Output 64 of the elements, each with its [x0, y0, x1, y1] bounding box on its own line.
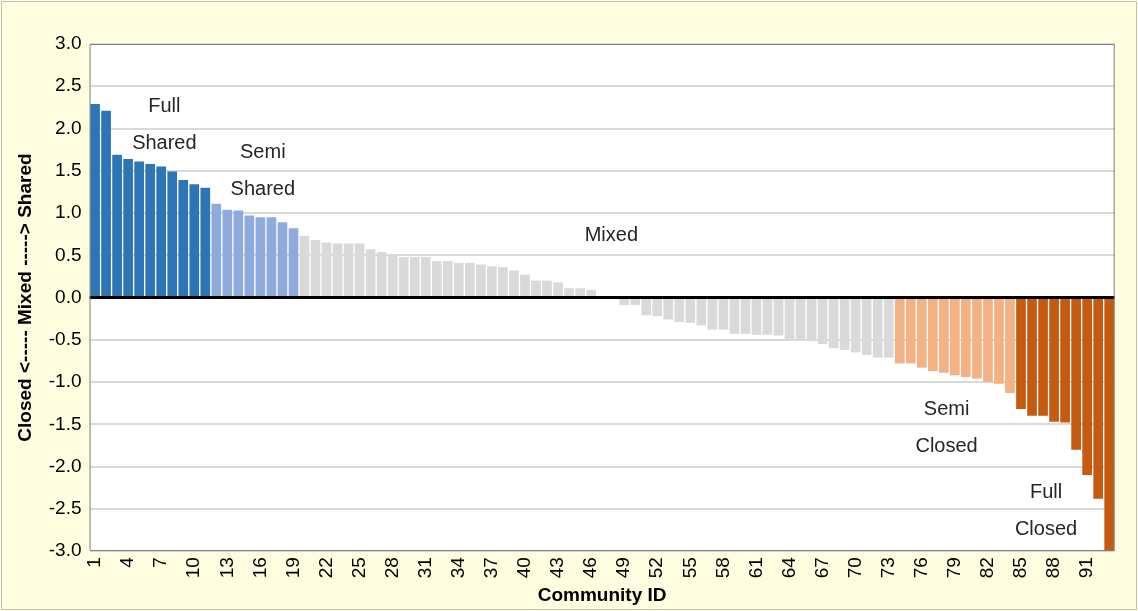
- bar: [740, 298, 751, 334]
- x-tick-label: 37: [480, 557, 502, 579]
- bar: [751, 298, 762, 335]
- y-tick-label: -2.0: [48, 454, 82, 476]
- x-tick-label: 58: [711, 557, 733, 579]
- bar: [288, 228, 299, 297]
- bar: [718, 298, 729, 330]
- x-tick-label: 13: [215, 557, 237, 579]
- y-tick-label: 0.0: [55, 285, 82, 307]
- x-tick-label: 22: [314, 557, 336, 579]
- x-tick-label: 7: [149, 557, 171, 568]
- x-tick-label: 4: [116, 556, 138, 568]
- x-tick-label: 55: [678, 557, 700, 579]
- x-tick-label: 28: [380, 557, 402, 579]
- y-tick-label: -1.0: [48, 370, 82, 392]
- y-tick-label: 3.0: [55, 32, 82, 54]
- x-tick-label: 88: [1042, 557, 1064, 579]
- bar: [707, 298, 718, 330]
- x-tick-label: 25: [347, 557, 369, 579]
- annotation: Full Closed: [1014, 480, 1078, 540]
- x-tick-label: 40: [513, 557, 535, 579]
- x-tick-label: 43: [546, 557, 568, 579]
- bar: [773, 298, 784, 336]
- x-tick-label: 16: [248, 557, 270, 579]
- x-tick-label: 61: [744, 557, 766, 579]
- bar: [762, 298, 773, 335]
- x-tick-label: 64: [777, 556, 799, 579]
- annotation: Full Shared: [132, 94, 197, 154]
- bar: [729, 298, 740, 334]
- y-tick-label: -3.0: [48, 539, 82, 561]
- x-tick-label: 85: [1009, 557, 1031, 579]
- y-tick-label: -0.5: [48, 328, 82, 350]
- x-tick-label: 49: [612, 557, 634, 579]
- x-tick-label: 67: [810, 557, 832, 579]
- x-tick-label: 31: [413, 557, 435, 579]
- x-tick-label: 91: [1075, 557, 1097, 579]
- y-tick-label: 1.0: [55, 201, 82, 223]
- annotation: Mixed: [584, 222, 639, 245]
- x-tick-label: 52: [645, 557, 667, 579]
- x-tick-label: 46: [579, 557, 601, 579]
- y-tick-label: 0.5: [55, 243, 82, 265]
- y-tick-label: -2.5: [48, 497, 82, 519]
- x-tick-label: 1: [83, 557, 105, 568]
- annotation: Semi Shared: [230, 139, 296, 199]
- x-tick-label: 73: [876, 557, 898, 579]
- x-tick-label: 70: [843, 557, 865, 579]
- bar: [255, 217, 266, 297]
- bar: [244, 215, 255, 297]
- bar: [233, 210, 244, 297]
- bar: [277, 222, 288, 297]
- y-axis-title: Closed <----- Mixed -----> Shared: [13, 153, 35, 442]
- y-tick-label: 2.5: [55, 74, 82, 96]
- bar: [266, 217, 277, 297]
- y-tick-label: -1.5: [48, 412, 82, 434]
- x-tick-label: 82: [976, 557, 998, 579]
- x-tick-label: 79: [943, 557, 965, 579]
- x-tick-label: 19: [281, 557, 303, 579]
- annotation: Semi Closed: [915, 396, 978, 456]
- x-tick-label: 10: [182, 557, 204, 579]
- x-tick-label: 34: [447, 556, 469, 579]
- y-tick-label: 2.0: [55, 116, 82, 138]
- y-tick-label: 1.5: [55, 159, 82, 180]
- x-axis-title: Community ID: [537, 583, 667, 605]
- x-tick-label: 76: [910, 557, 932, 579]
